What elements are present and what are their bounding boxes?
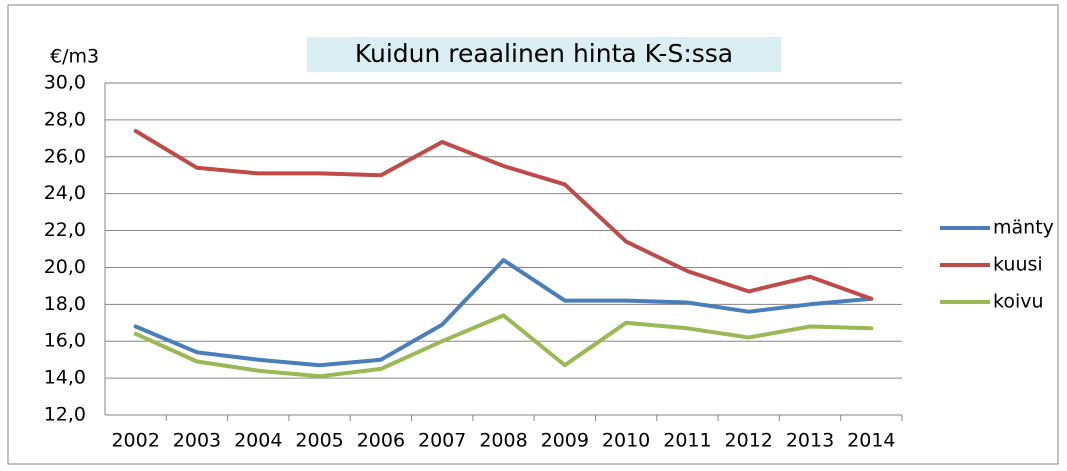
x-tick-label: 2004 — [234, 430, 282, 452]
y-tick-label: 14,0 — [44, 367, 86, 389]
chart-title: Kuidun reaalinen hinta K-S:ssa — [355, 39, 733, 68]
legend-label: kuusi — [993, 254, 1043, 276]
x-tick-label: 2012 — [725, 430, 773, 452]
y-tick-label: 16,0 — [44, 330, 86, 352]
y-tick-label: 24,0 — [44, 182, 86, 204]
line-series — [133, 258, 874, 368]
y-tick-label: 22,0 — [44, 219, 86, 241]
y-tick-label: 18,0 — [44, 293, 86, 315]
title-box — [307, 37, 781, 72]
x-tick-label: 2002 — [111, 430, 159, 452]
x-tick-label: 2013 — [786, 430, 834, 452]
legend-label: mänty — [993, 217, 1054, 239]
line-series — [133, 313, 874, 379]
x-tick-label: 2006 — [357, 430, 405, 452]
x-tick-label: 2007 — [418, 430, 466, 452]
x-tick-label: 2011 — [663, 430, 711, 452]
chart-frame — [7, 4, 1059, 465]
y-axis-label: €/m3 — [50, 46, 99, 68]
y-tick-label: 28,0 — [44, 108, 86, 130]
y-tick-label: 12,0 — [44, 404, 86, 426]
legend-label: koivu — [993, 291, 1044, 313]
x-tick-label: 2010 — [602, 430, 650, 452]
y-tick-label: 20,0 — [44, 256, 86, 278]
y-tick-label: 26,0 — [44, 145, 86, 167]
y-tick-label: 30,0 — [44, 72, 86, 94]
x-tick-label: 2009 — [541, 430, 589, 452]
line-series — [133, 129, 874, 301]
x-tick-label: 2005 — [295, 430, 343, 452]
x-tick-label: 2008 — [479, 430, 527, 452]
x-tick-label: 2003 — [173, 430, 221, 452]
x-tick-label: 2014 — [847, 430, 895, 452]
